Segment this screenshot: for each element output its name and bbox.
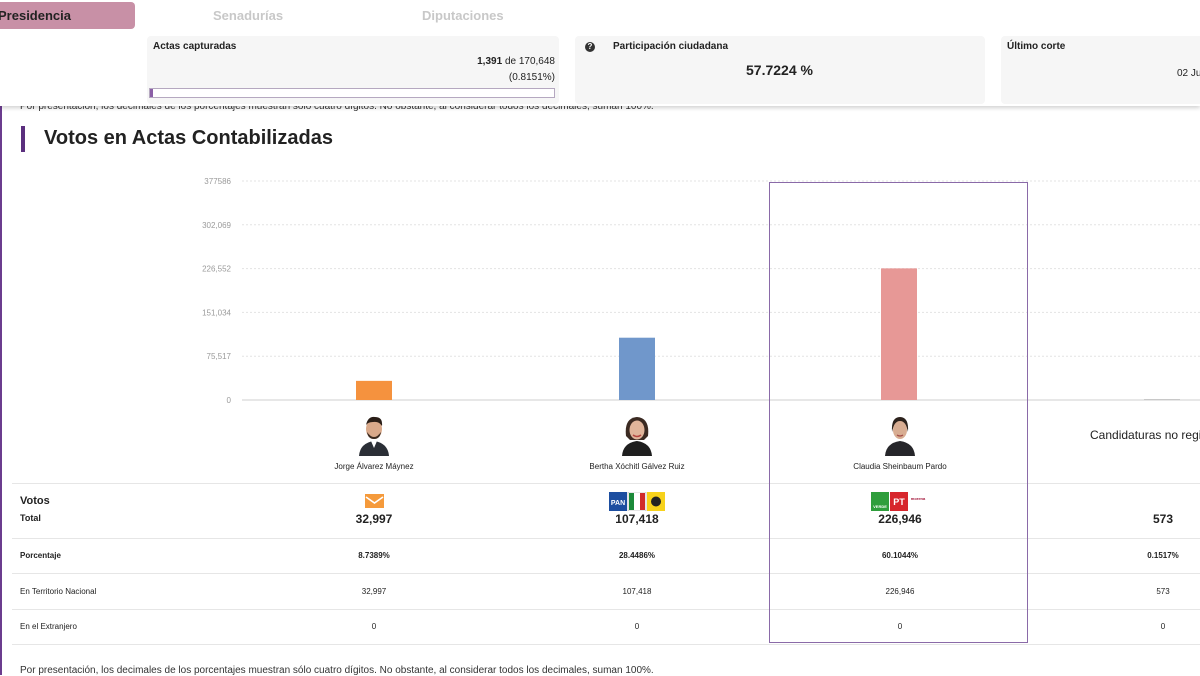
- total-no-registradas: 573: [1152, 512, 1174, 526]
- y-tick-label: 377586: [204, 177, 231, 186]
- bar-3[interactable]: [1144, 399, 1180, 400]
- pct-jorge: 8.7389%: [358, 551, 390, 560]
- total-bertha: 107,418: [615, 512, 659, 526]
- corte-value: 02 Ju: [1177, 68, 1200, 79]
- nacional-no-registradas: 573: [1156, 587, 1170, 596]
- bar-0[interactable]: [356, 380, 392, 400]
- pt-logo-text: PT: [893, 497, 905, 507]
- votes-bar-chart: 377586 302,069 226,552 151,034 75,517 0: [202, 177, 1200, 405]
- y-tick-label: 226,552: [202, 265, 231, 274]
- total-claudia: 226,946: [878, 512, 922, 526]
- extranjero-no-registradas: 0: [1160, 622, 1166, 631]
- actas-count: 1,391: [477, 56, 503, 67]
- nacional-bertha: 107,418: [622, 587, 652, 596]
- extranjero-claudia: 0: [897, 622, 903, 631]
- bar-1[interactable]: [619, 337, 655, 400]
- actas-progress-fill: [150, 89, 154, 97]
- y-tick-label: 302,069: [202, 221, 231, 230]
- actas-total: 170,648: [518, 56, 555, 67]
- table-divider: [12, 609, 1200, 610]
- corte-title: Último corte: [1007, 41, 1066, 52]
- morena-logo-text: morena: [911, 496, 926, 501]
- tab-diputaciones[interactable]: Diputaciones: [422, 8, 504, 23]
- candidate-name-claudia: Claudia Sheinbaum Pardo: [853, 462, 947, 471]
- extranjero-bertha: 0: [634, 622, 640, 631]
- actas-progress-bar: [149, 88, 555, 98]
- chart-grid: [242, 180, 1200, 401]
- y-tick-label: 0: [227, 396, 232, 405]
- pct-no-registradas: 0.1517%: [1147, 551, 1179, 560]
- participacion-title: Participación ciudadana: [613, 41, 729, 52]
- avatar-claudia-icon: [885, 417, 915, 456]
- actas-card: Actas capturadas 1,391 de 170,648 (0.815…: [147, 36, 559, 104]
- tab-presidencia[interactable]: Presidencia: [0, 2, 135, 29]
- corte-card: Último corte 02 Ju: [1001, 36, 1200, 104]
- nacional-claudia: 226,946: [885, 587, 915, 596]
- chart-y-ticks: 377586 302,069 226,552 151,034 75,517 0: [202, 177, 231, 405]
- verde-logo-text: VERDE: [873, 504, 887, 509]
- verde-pt-morena-logos-icon: VERDE PT morena: [871, 492, 926, 511]
- actas-count-line: 1,391 de 170,648: [477, 56, 555, 67]
- participacion-value: 57.7224 %: [746, 62, 813, 78]
- mc-logo-icon: [365, 494, 384, 508]
- section-title: Votos en Actas Contabilizadas: [44, 127, 333, 149]
- table-divider: [12, 573, 1200, 574]
- chart-bars: [356, 268, 1180, 400]
- tab-senadurias[interactable]: Senadurías: [213, 8, 284, 23]
- pan-logo-text: PAN: [611, 500, 625, 507]
- candidate-name-no-registradas: Candidaturas no regis: [1090, 428, 1200, 442]
- candidate-name-bertha: Bertha Xóchitl Gálvez Ruiz: [589, 462, 685, 471]
- section-marker: [21, 126, 25, 152]
- help-icon[interactable]: ?: [585, 42, 595, 52]
- pct-claudia: 60.1044%: [881, 551, 919, 560]
- table-divider: [12, 483, 1200, 484]
- bar-2[interactable]: [881, 268, 917, 400]
- candidate-name-jorge: Jorge Álvarez Máynez: [334, 462, 414, 471]
- row-label-total: Total: [20, 513, 41, 523]
- participacion-card: ? Participación ciudadana 57.7224 %: [575, 36, 985, 104]
- left-rule: [0, 106, 2, 675]
- note-top: Por presentación, los decimales de los p…: [20, 101, 654, 112]
- actas-title: Actas capturadas: [153, 41, 237, 52]
- extranjero-jorge: 0: [371, 622, 377, 631]
- total-jorge: 32,997: [355, 512, 393, 526]
- row-label-extranjero: En el Extranjero: [20, 622, 77, 631]
- y-tick-label: 151,034: [202, 308, 231, 317]
- pan-pri-prd-logos-icon: PAN: [609, 492, 665, 511]
- y-tick-label: 75,517: [207, 352, 232, 361]
- avatar-jorge-icon: [359, 416, 389, 456]
- nacional-jorge: 32,997: [361, 587, 387, 596]
- actas-percent: (0.8151%): [508, 72, 555, 83]
- table-divider: [12, 644, 1200, 645]
- top-bar: Presidencia Senadurías Diputaciones Acta…: [0, 0, 1200, 106]
- pct-bertha: 28.4486%: [618, 551, 656, 560]
- avatar-bertha-icon: [622, 417, 652, 456]
- row-label-porcentaje: Porcentaje: [20, 551, 61, 560]
- table-divider: [12, 538, 1200, 539]
- row-label-votos: Votos: [20, 495, 50, 507]
- row-label-nacional: En Territorio Nacional: [20, 587, 97, 596]
- actas-de: de: [504, 56, 517, 67]
- note-bottom: Por presentación, los decimales de los p…: [20, 665, 654, 676]
